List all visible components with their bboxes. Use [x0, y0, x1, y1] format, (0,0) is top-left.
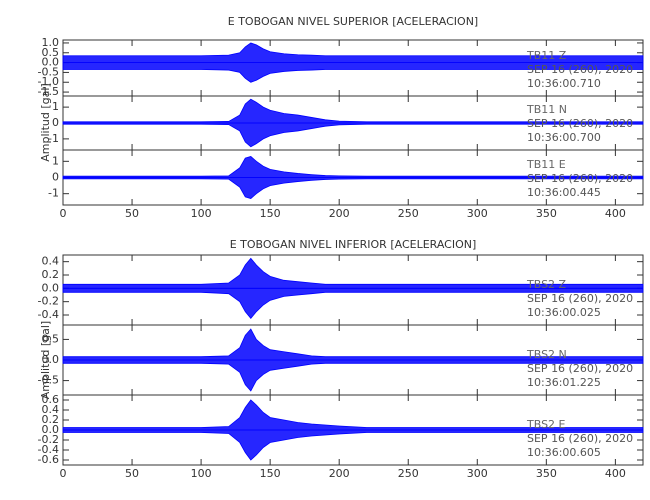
y-tick-label: -0.2 [38, 433, 59, 446]
y-tick-label: 0.4 [42, 255, 60, 268]
x-tick-label: 300 [467, 467, 488, 480]
x-tick-label: 250 [398, 207, 419, 220]
station-label: TB11 Z [526, 49, 567, 62]
x-tick-label: 150 [260, 207, 281, 220]
x-tick-label: 300 [467, 207, 488, 220]
y-tick-label: -1 [48, 132, 59, 145]
y-tick-label: 0.2 [42, 413, 60, 426]
x-tick-label: 350 [536, 207, 557, 220]
chart-title: E TOBOGAN NIVEL SUPERIOR [ACELERACION] [228, 15, 478, 28]
trace-upper [62, 399, 644, 431]
y-axis-label: Amplitud [gal] [39, 83, 52, 161]
annotation: SEP 16 (260), 2020 [527, 362, 633, 375]
station-label: TBS2 E [526, 418, 566, 431]
y-tick-label: -0.4 [38, 443, 59, 456]
y-tick-label: -0.2 [38, 295, 59, 308]
trace-lower [62, 359, 644, 392]
annotation: SEP 16 (260), 2020 [527, 63, 633, 76]
x-tick-label: 400 [605, 207, 626, 220]
trace-upper [62, 98, 644, 124]
x-tick-label: 50 [125, 207, 139, 220]
trace-upper [62, 156, 644, 178]
station-label: TB11 E [526, 158, 566, 171]
y-tick-label: -0.6 [38, 453, 59, 466]
y-tick-label: 1.0 [42, 36, 60, 49]
x-tick-label: 100 [191, 467, 212, 480]
trace-upper [62, 42, 644, 63]
x-tick-label: 250 [398, 467, 419, 480]
chart-title: E TOBOGAN NIVEL INFERIOR [ACELERACION] [230, 238, 477, 251]
annotation: SEP 16 (260), 2020 [527, 172, 633, 185]
x-tick-label: 200 [329, 467, 350, 480]
y-tick-label: 0 [52, 116, 59, 129]
annotation: 10:36:00.025 [527, 306, 601, 319]
y-tick-label: -0.4 [38, 308, 59, 321]
trace-lower [62, 177, 644, 199]
y-tick-label: 0.6 [42, 393, 60, 406]
y-tick-label: 0 [52, 171, 59, 184]
trace-upper [62, 328, 644, 361]
y-tick-label: -0.5 [38, 65, 59, 78]
station-label: TB11 N [526, 103, 567, 116]
y-tick-label: -1.5 [38, 85, 59, 98]
y-tick-label: 0.0 [42, 423, 60, 436]
annotation: 10:36:00.445 [527, 186, 601, 199]
station-label: TBS2 Z [526, 278, 567, 291]
y-tick-label: 0.5 [42, 332, 60, 345]
y-tick-label: 0.0 [42, 56, 60, 69]
y-tick-label: 1 [52, 154, 59, 167]
x-tick-label: 400 [605, 467, 626, 480]
trace-lower [62, 62, 644, 83]
y-tick-label: -0.5 [38, 374, 59, 387]
y-tick-label: 1 [52, 100, 59, 113]
annotation: 10:36:01.225 [527, 376, 601, 389]
y-tick-label: 0.0 [42, 281, 60, 294]
y-tick-label: 0.5 [42, 46, 60, 59]
x-tick-label: 100 [191, 207, 212, 220]
x-tick-label: 150 [260, 467, 281, 480]
x-tick-label: 0 [60, 467, 67, 480]
annotation: 10:36:00.710 [527, 77, 601, 90]
y-axis-label: Amplitud [gal] [39, 321, 52, 399]
annotation: 10:36:00.700 [527, 131, 601, 144]
x-tick-label: 200 [329, 207, 350, 220]
y-tick-label: 0.0 [42, 353, 60, 366]
trace-lower [62, 429, 644, 461]
trace-upper [62, 257, 644, 289]
annotation: SEP 16 (260), 2020 [527, 432, 633, 445]
x-tick-label: 50 [125, 467, 139, 480]
y-tick-label: 0.2 [42, 268, 60, 281]
y-tick-label: -1 [48, 187, 59, 200]
annotation: 10:36:00.605 [527, 446, 601, 459]
station-label: TBS2 N [526, 348, 567, 361]
annotation: SEP 16 (260), 2020 [527, 292, 633, 305]
trace-lower [62, 122, 644, 148]
x-tick-label: 0 [60, 207, 67, 220]
annotation: SEP 16 (260), 2020 [527, 117, 633, 130]
y-tick-label: -1.0 [38, 75, 59, 88]
trace-lower [62, 287, 644, 319]
y-tick-label: 0.4 [42, 403, 60, 416]
x-tick-label: 350 [536, 467, 557, 480]
